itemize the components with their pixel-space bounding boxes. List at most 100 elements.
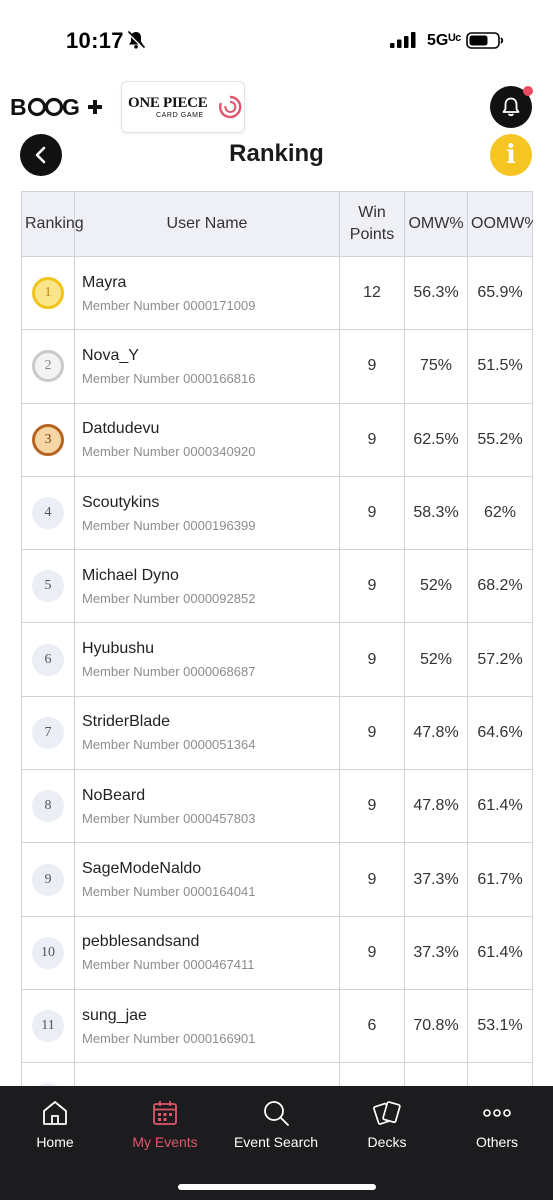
home-icon bbox=[43, 1101, 67, 1125]
player-name: pebblesandsand bbox=[82, 933, 200, 951]
back-button[interactable] bbox=[20, 134, 62, 176]
win-points-cell bbox=[339, 1062, 405, 1086]
player-name: Michael Dyno bbox=[82, 566, 179, 584]
column-header-oomw: OOMW% bbox=[467, 191, 533, 257]
nav-home[interactable]: Home bbox=[0, 1086, 110, 1166]
player-cell: Mayra Member Number 0000171009 bbox=[74, 255, 340, 331]
status-time: 10:17 bbox=[66, 28, 124, 53]
win-points-cell: 9 bbox=[339, 695, 405, 771]
bell-icon bbox=[502, 97, 520, 117]
network-type: 5Gᵁᶜ bbox=[427, 32, 462, 49]
table-row: 8 NoBeard Member Number 0000457803 9 47.8% 61… bbox=[21, 769, 533, 844]
rank-badge: 6 bbox=[32, 643, 64, 676]
omw-cell: 70.8% bbox=[404, 988, 468, 1064]
column-header-omw: OMW% bbox=[404, 191, 468, 257]
rank-cell: 6 bbox=[21, 622, 75, 697]
table-row: 2 Nova_Y Member Number 0000166816 9 75% 51.5% bbox=[21, 329, 533, 404]
win-points-cell: 9 bbox=[339, 769, 405, 844]
omw-cell: 37.3% bbox=[404, 915, 468, 990]
member-number: Member Number 0000171009 bbox=[82, 297, 256, 313]
player-cell: Datdudevu Member Number 0000340920 bbox=[74, 402, 340, 477]
table-row: 11 sung_jae Member Number 0000166901 6 70.8%… bbox=[21, 988, 533, 1064]
bottom-navigation: Home My Events Event Search Decks bbox=[0, 1086, 553, 1200]
player-name: Nova_Y bbox=[82, 346, 139, 364]
ranking-table-container[interactable]: Ranking User Name Win Points OMW% OOMW% … bbox=[21, 191, 533, 1086]
omw-cell: 75% bbox=[404, 329, 468, 404]
player-name: SageModeNaldo bbox=[82, 860, 202, 878]
search-icon bbox=[264, 1101, 289, 1126]
cards-icon bbox=[373, 1101, 401, 1125]
rank-cell: 8 bbox=[21, 769, 75, 844]
rank-badge: 9 bbox=[32, 863, 64, 896]
player-name: Hyubushu bbox=[82, 640, 155, 658]
member-number: Member Number 0000340920 bbox=[82, 444, 256, 460]
oomw-cell: 61.4% bbox=[467, 915, 533, 990]
rank-cell: 9 bbox=[21, 842, 75, 917]
nav-my-events-label: My Events bbox=[132, 1134, 198, 1150]
player-cell: NoBeard Member Number 0000457803 bbox=[74, 769, 340, 844]
player-cell: pebblesandsand Member Number 0000467411 bbox=[74, 915, 340, 990]
player-cell: sung_jae Member Number 0000166901 bbox=[74, 988, 340, 1064]
card-game-swirl-icon bbox=[219, 95, 242, 119]
player-name: Mayra bbox=[82, 273, 127, 291]
nav-my-events[interactable]: My Events bbox=[110, 1086, 220, 1166]
page-title: Ranking bbox=[229, 140, 324, 167]
omw-cell bbox=[404, 1062, 468, 1086]
signal-icon bbox=[390, 32, 416, 48]
rank-cell: 12 bbox=[21, 1062, 75, 1086]
nav-event-search[interactable]: Event Search bbox=[221, 1086, 331, 1166]
rank-cell: 7 bbox=[21, 695, 75, 771]
oomw-cell: 61.4% bbox=[467, 769, 533, 844]
table-row: 5 Michael Dyno Member Number 0000092852 9 52… bbox=[21, 549, 533, 624]
player-cell: Scoutykins Member Number 0000196399 bbox=[74, 475, 340, 551]
battery-icon bbox=[466, 32, 504, 49]
player-name: Datdudevu bbox=[82, 420, 160, 438]
table-row: 1 Mayra Member Number 0000171009 12 56.3% 65.… bbox=[21, 255, 533, 331]
rank-badge: 7 bbox=[32, 716, 64, 749]
win-points-cell: 9 bbox=[339, 475, 405, 551]
rank-badge: 8 bbox=[32, 790, 64, 823]
rank-badge: 3 bbox=[32, 423, 64, 456]
table-row: 12 El bbox=[21, 1062, 533, 1086]
rank-cell: 5 bbox=[21, 549, 75, 624]
table-row: 6 Hyubushu Member Number 0000068687 9 52% 57.… bbox=[21, 622, 533, 697]
rank-badge: 4 bbox=[32, 497, 64, 530]
one-piece-logo-title: ONE PIECE bbox=[128, 95, 208, 111]
chevron-left-icon bbox=[35, 146, 46, 164]
calendar-icon bbox=[153, 1101, 177, 1125]
oomw-cell: 57.2% bbox=[467, 622, 533, 697]
table-row: 9 SageModeNaldo Member Number 0000164041 9 3… bbox=[21, 842, 533, 917]
oomw-cell: 55.2% bbox=[467, 402, 533, 477]
win-points-cell: 9 bbox=[339, 329, 405, 404]
svg-text:G: G bbox=[62, 94, 80, 120]
rank-badge: 10 bbox=[32, 936, 64, 969]
player-name: NoBeard bbox=[82, 786, 146, 804]
oomw-cell: 53.1% bbox=[467, 988, 533, 1064]
ranking-table: Ranking User Name Win Points OMW% OOMW% … bbox=[21, 191, 533, 1086]
one-piece-logo-subtitle: CARD GAME bbox=[156, 112, 204, 119]
rank-badge: 5 bbox=[32, 570, 64, 603]
table-row: 7 StriderBlade Member Number 0000051364 9 47… bbox=[21, 695, 533, 771]
oomw-cell: 65.9% bbox=[467, 255, 533, 331]
omw-cell: 52% bbox=[404, 622, 468, 697]
home-indicator[interactable] bbox=[178, 1184, 376, 1190]
nav-decks[interactable]: Decks bbox=[332, 1086, 442, 1166]
column-header-user-name: User Name bbox=[74, 191, 340, 257]
win-points-cell: 6 bbox=[339, 988, 405, 1064]
player-cell: Nova_Y Member Number 0000166816 bbox=[74, 329, 340, 404]
member-number: Member Number 0000166816 bbox=[82, 370, 256, 386]
win-points-cell: 12 bbox=[339, 255, 405, 331]
nav-others[interactable]: Others bbox=[442, 1086, 552, 1166]
win-points-cell: 9 bbox=[339, 915, 405, 990]
info-icon: i bbox=[506, 140, 516, 170]
omw-cell: 62.5% bbox=[404, 402, 468, 477]
member-number: Member Number 0000196399 bbox=[82, 517, 256, 533]
info-button[interactable]: i bbox=[490, 134, 532, 176]
member-number: Member Number 0000068687 bbox=[82, 664, 256, 680]
omw-cell: 47.8% bbox=[404, 769, 468, 844]
rank-cell: 2 bbox=[21, 329, 75, 404]
member-number: Member Number 0000457803 bbox=[82, 810, 256, 826]
omw-cell: 37.3% bbox=[404, 842, 468, 917]
win-points-cell: 9 bbox=[339, 622, 405, 697]
rank-badge: 12 bbox=[32, 1083, 64, 1086]
